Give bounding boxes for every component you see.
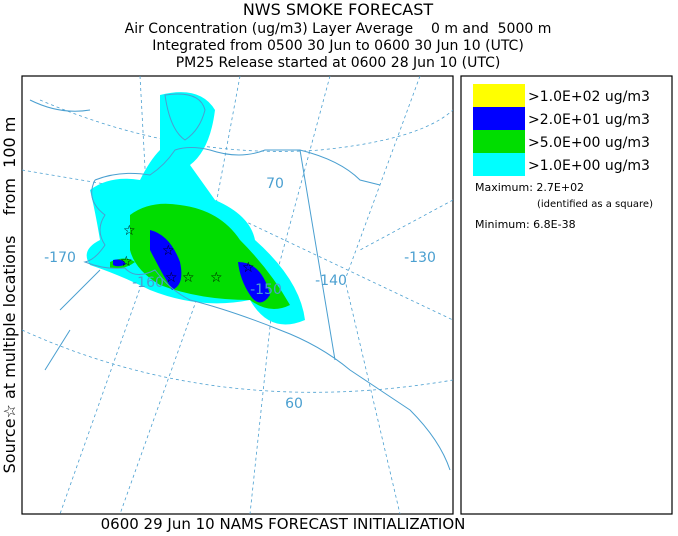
legend-label: >2.0E+01 ug/m3 [528, 112, 650, 128]
legend-maximum: Maximum: 2.7E+02 [475, 181, 584, 194]
longitude-label: -140 [315, 273, 347, 289]
longitude-label: -170 [44, 250, 76, 266]
footer: 0600 29 Jun 10 NAMS FORECAST INITIALIZAT… [101, 515, 466, 532]
longitude-label: -130 [404, 250, 436, 266]
map: ☆ ☆ ☆ ☆ ☆ ☆ ☆ -170 -160 -150 -140 -130 7… [21, 75, 454, 515]
source-marker: ☆ [242, 260, 255, 276]
source-markers: ☆ ☆ ☆ ☆ ☆ ☆ ☆ [120, 223, 255, 286]
side-label: Source☆ at multiple locations from 100 m [0, 117, 19, 474]
longitude-label: -160 [132, 275, 164, 291]
graticule [39, 99, 453, 152]
legend-label: >1.0E+02 ug/m3 [528, 89, 650, 105]
title: NWS SMOKE FORECAST [243, 0, 434, 19]
latitude-label: 60 [285, 396, 303, 412]
legend-maximum-note: (identified as a square) [537, 199, 653, 210]
graticule [59, 76, 151, 514]
source-marker: ☆ [123, 223, 136, 239]
header-line: Air Concentration (ug/m3) Layer Average … [125, 21, 552, 37]
coastline [29, 99, 451, 471]
longitude-label: -150 [250, 282, 282, 298]
legend-label: >5.0E+00 ug/m3 [528, 135, 650, 151]
legend-label: >1.0E+00 ug/m3 [528, 158, 650, 174]
header-line: PM25 Release started at 0600 28 Jun 10 (… [176, 55, 501, 71]
legend-swatch [473, 107, 525, 130]
legend-swatch [473, 84, 525, 107]
plume-contour [150, 230, 182, 290]
header-line: Integrated from 0500 30 Jun to 0600 30 J… [152, 38, 524, 54]
graticule [344, 76, 421, 514]
plume-contour [238, 262, 270, 303]
source-marker: ☆ [162, 243, 175, 259]
source-marker: ☆ [120, 254, 133, 270]
source-marker: ☆ [210, 270, 223, 286]
latitude-label: 70 [266, 176, 284, 192]
legend-entries: >1.0E+02 ug/m3 >2.0E+01 ug/m3 >5.0E+00 ug/… [473, 84, 650, 176]
coastline [164, 93, 206, 141]
legend-swatch [473, 130, 525, 153]
legend: >1.0E+02 ug/m3 >2.0E+01 ug/m3 >5.0E+00 ug/… [460, 75, 673, 515]
source-marker: ☆ [182, 270, 195, 286]
plume-contour [113, 259, 126, 267]
legend-swatch [473, 153, 525, 176]
legend-minimum: Minimum: 6.8E-38 [475, 218, 576, 231]
source-marker: ☆ [165, 270, 178, 286]
